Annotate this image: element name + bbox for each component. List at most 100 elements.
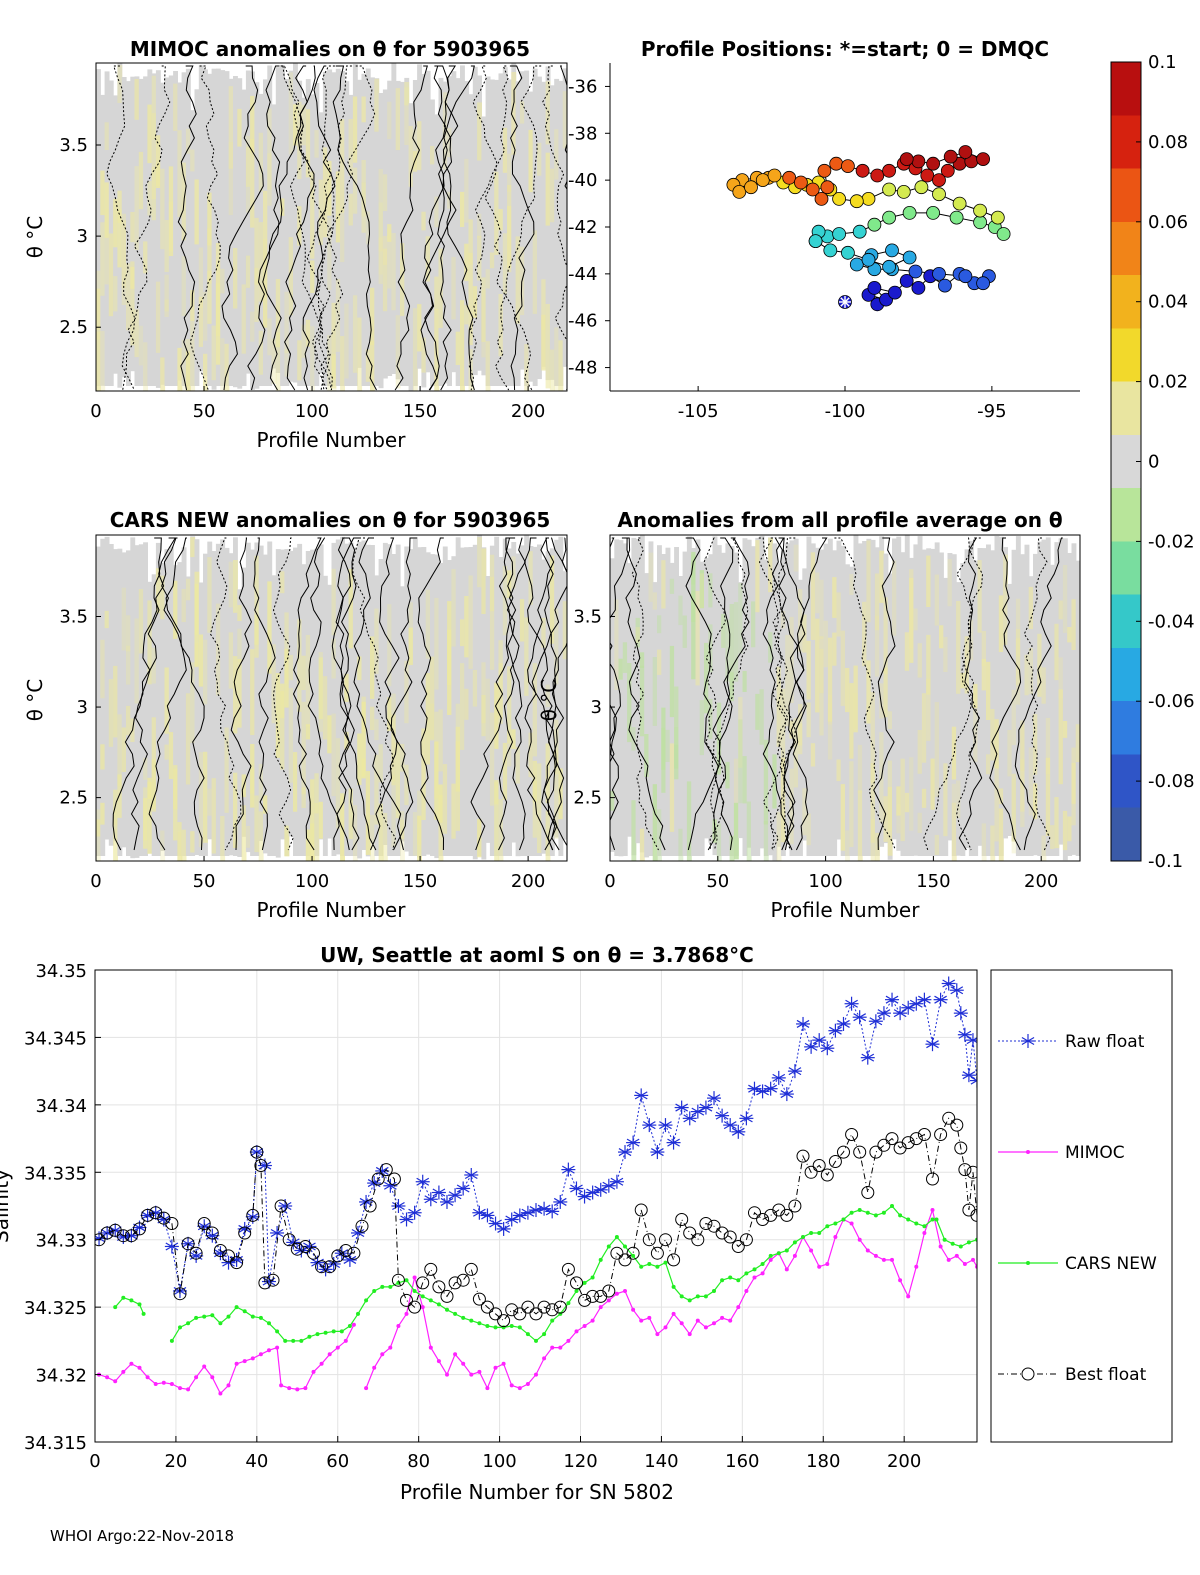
heatmap-patch [810, 743, 816, 767]
cars-new-point [942, 1237, 947, 1242]
heatmap-patch [185, 351, 191, 391]
contour-line [631, 537, 659, 851]
heatmap-patch [340, 119, 345, 213]
heatmap-cell [990, 550, 996, 856]
contour-line [956, 537, 981, 851]
raw-float-point [836, 1016, 851, 1031]
heatmap-patch [477, 102, 482, 161]
profile-position-point [855, 163, 870, 178]
heatmap-cell [382, 89, 388, 379]
mimoc-point [574, 1329, 579, 1334]
heatmap-patch [263, 190, 268, 241]
legend-item: Best float [998, 1365, 1147, 1385]
heatmap-patch [951, 802, 957, 861]
heatmap-patch [1028, 747, 1034, 816]
heatmap-cell [477, 75, 482, 371]
raw-float-point [715, 1108, 730, 1123]
raw-float-marker-stroke [970, 1076, 977, 1082]
heatmap-patch [789, 616, 795, 703]
cars-new-point [958, 1244, 963, 1249]
y-tick-label: 3 [77, 226, 88, 247]
heatmap-patch [870, 692, 876, 783]
heatmap-patch [528, 551, 534, 605]
heatmap-patch [554, 129, 560, 180]
raw-float-point [820, 1041, 835, 1056]
profile-position-point [817, 163, 832, 178]
heatmap-patch [472, 669, 478, 707]
colorbar: 0.1 0.08 0.06 0.04 0.02 0 -0.02 -0.04 -0.06 -0.08… [1110, 52, 1195, 872]
heatmap-patch [460, 191, 465, 227]
heatmap-patch [733, 602, 739, 682]
heatmap-cell [382, 542, 388, 845]
heatmap-cell [1037, 541, 1043, 856]
heatmap-patch [733, 758, 739, 837]
heatmap-patch [657, 649, 662, 675]
heatmap-cell [549, 548, 555, 856]
raw-float-point [609, 1174, 624, 1189]
heatmap-patch [442, 92, 448, 170]
heatmap-patch [639, 828, 645, 861]
heatmap-cell [237, 78, 243, 389]
heatmap-patch [549, 349, 555, 391]
colorbar-tick-label: -0.1 [1148, 851, 1183, 872]
heatmap-cell [190, 536, 196, 856]
heatmap-cell [528, 91, 534, 382]
best-float-point [553, 1300, 567, 1314]
heatmap-patch [768, 537, 773, 593]
heatmap-patch [725, 619, 731, 682]
cars-new-point [687, 1298, 692, 1303]
heatmap-patch [669, 645, 675, 718]
contour-line [435, 65, 475, 391]
heatmap-patch [964, 636, 970, 694]
mimoc-point [655, 1332, 660, 1337]
heatmap-cell [558, 80, 564, 387]
cars-new-point [825, 1224, 830, 1229]
heatmap-cell [357, 541, 363, 859]
heatmap-cell [1007, 583, 1013, 836]
heatmap-patch [464, 596, 470, 658]
heatmap-patch [400, 243, 405, 316]
mimoc-point [695, 1318, 700, 1323]
heatmap-patch [412, 308, 418, 391]
mimoc-point [129, 1361, 134, 1366]
heatmap-patch [211, 778, 217, 854]
cars-new-point [250, 1314, 255, 1319]
cars-new-point [639, 1264, 644, 1269]
heatmap-cell [451, 71, 457, 373]
mimoc-point [728, 1318, 733, 1323]
heatmap-patch [874, 832, 880, 861]
x-tick-label: 0 [604, 871, 615, 892]
cars-new-point [218, 1321, 223, 1326]
best-float-point [545, 1303, 559, 1317]
heatmap-patch [733, 802, 739, 860]
heatmap-patch [1007, 730, 1013, 777]
heatmap-patch [1058, 600, 1064, 620]
heatmap-patch [151, 113, 157, 200]
cars-new-point [291, 1338, 296, 1343]
contour-line [331, 537, 361, 851]
heatmap-patch [661, 707, 667, 770]
heatmap-cell [271, 104, 277, 369]
heatmap-patch [138, 589, 144, 654]
avg-xlabel: Profile Number [771, 898, 921, 922]
heatmap-patch [412, 129, 418, 169]
best-float-point [926, 1172, 939, 1186]
mimoc-point [279, 1383, 284, 1388]
heatmap-patch [421, 211, 427, 231]
raw-float-point [650, 1145, 665, 1160]
heatmap-patch [335, 278, 341, 352]
heatmap-patch [815, 572, 820, 614]
cars-new-point [356, 1311, 360, 1316]
contour-line [470, 537, 526, 851]
heatmap-patch [545, 810, 551, 861]
heatmap-patch [108, 233, 114, 317]
heatmap-patch [185, 128, 191, 154]
best-float-point [650, 1246, 664, 1260]
heatmap-patch [921, 693, 927, 763]
heatmap-patch [644, 734, 650, 777]
heatmap-patch [879, 683, 885, 719]
contour-line [758, 537, 791, 851]
heatmap-patch [310, 779, 315, 861]
cars-new-point [671, 1284, 676, 1289]
heatmap-patch [532, 760, 538, 803]
